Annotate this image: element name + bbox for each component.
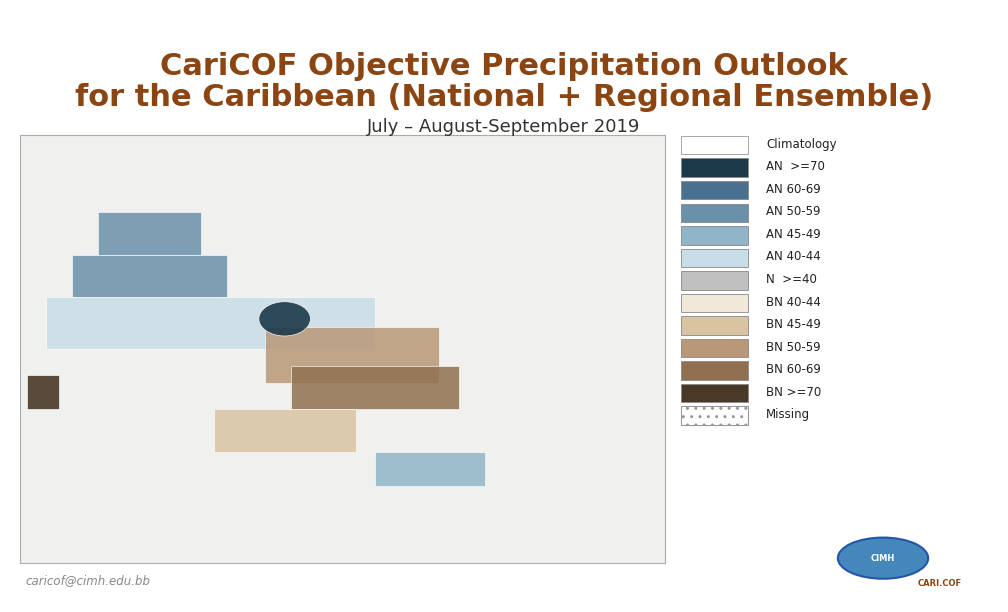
Polygon shape [375,452,485,486]
Polygon shape [26,375,58,409]
Text: BN >=70: BN >=70 [766,386,822,399]
FancyBboxPatch shape [681,406,748,425]
Text: CARI.COF: CARI.COF [917,580,962,588]
Bar [681,181,748,200]
Bar [681,339,748,357]
Bar [681,204,748,222]
Text: CariCOF Objective Precipitation Outlook: CariCOF Objective Precipitation Outlook [160,52,848,81]
Bar [681,294,748,312]
Text: AN 40-44: AN 40-44 [766,250,821,263]
Text: BN 45-49: BN 45-49 [766,318,821,331]
Text: CIMH: CIMH [871,554,895,562]
Bar [681,136,748,154]
Text: caricof@cimh.edu.bb: caricof@cimh.edu.bb [25,575,150,588]
Text: Climatology: Climatology [766,138,837,151]
Bar [681,248,748,267]
Bar [681,271,748,289]
Circle shape [838,537,928,579]
Bar [681,361,748,380]
Text: AN  >=70: AN >=70 [766,160,825,173]
Circle shape [259,302,310,336]
Text: for the Caribbean (National + Regional Ensemble): for the Caribbean (National + Regional E… [75,83,933,111]
Bar [681,316,748,335]
Polygon shape [98,212,201,255]
Polygon shape [214,409,356,452]
Polygon shape [265,327,439,383]
Text: AN 45-49: AN 45-49 [766,228,821,241]
Bar [681,159,748,177]
Text: BN 60-69: BN 60-69 [766,363,821,376]
Polygon shape [46,297,375,349]
Text: BN 50-59: BN 50-59 [766,341,821,354]
Text: July – August-September 2019: July – August-September 2019 [367,118,641,135]
Text: BN 40-44: BN 40-44 [766,296,821,308]
Polygon shape [72,255,227,297]
Text: Missing: Missing [766,408,810,421]
Text: N  >=40: N >=40 [766,273,816,286]
Bar [681,226,748,245]
Bar [681,384,748,403]
Text: AN 60-69: AN 60-69 [766,183,821,196]
Polygon shape [291,366,459,409]
Text: AN 50-59: AN 50-59 [766,206,821,218]
